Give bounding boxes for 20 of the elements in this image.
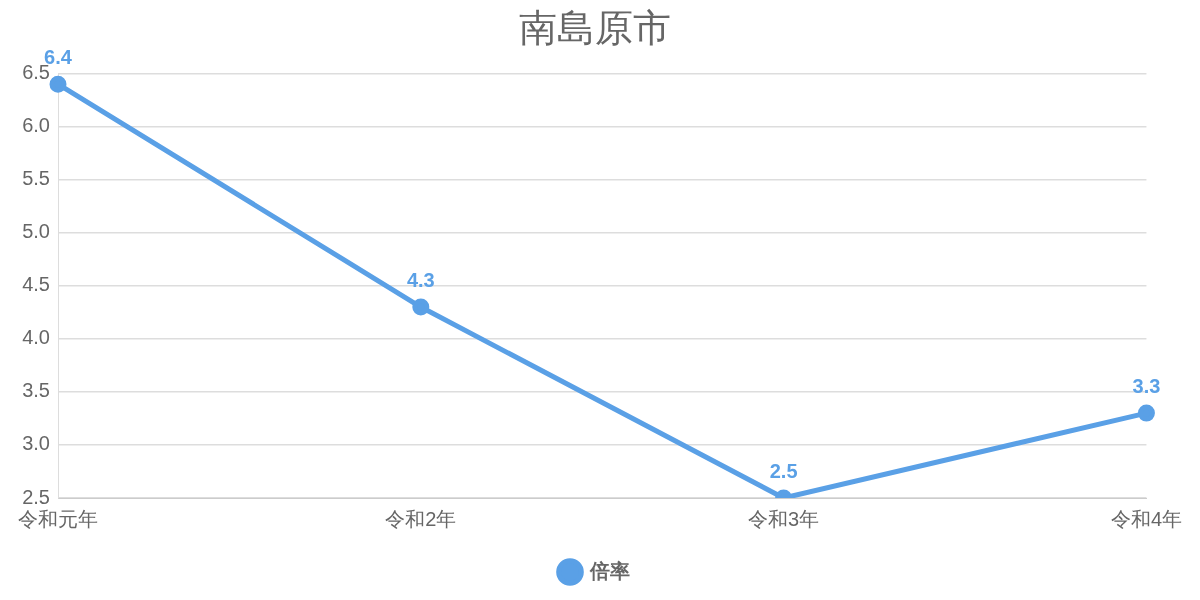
y-tick-label: 6.0 [22, 114, 50, 137]
point [1137, 404, 1155, 422]
chart-title: 南島原市 [519, 7, 671, 50]
legend-label: 倍率 [589, 559, 630, 582]
y-tick-label: 2.5 [22, 485, 50, 508]
y-tick-label: 4.0 [22, 326, 50, 349]
data-label: 2.5 [769, 459, 798, 482]
y-tick-label: 4.5 [22, 273, 50, 296]
point [49, 75, 67, 93]
y-tick-label: 3.0 [22, 432, 50, 455]
y-tick-label: 3.5 [22, 379, 50, 402]
x-tick-label: 令和4年 [1110, 507, 1182, 530]
data-label: 3.3 [1132, 374, 1161, 397]
y-tick-label: 5.0 [22, 220, 50, 243]
x-tick-label: 令和元年 [18, 507, 98, 530]
data-label: 4.3 [406, 268, 435, 291]
point [412, 298, 430, 316]
x-tick-label: 令和2年 [385, 507, 457, 530]
y-tick-label: 5.5 [22, 167, 50, 190]
x-tick-label: 令和3年 [748, 507, 820, 530]
